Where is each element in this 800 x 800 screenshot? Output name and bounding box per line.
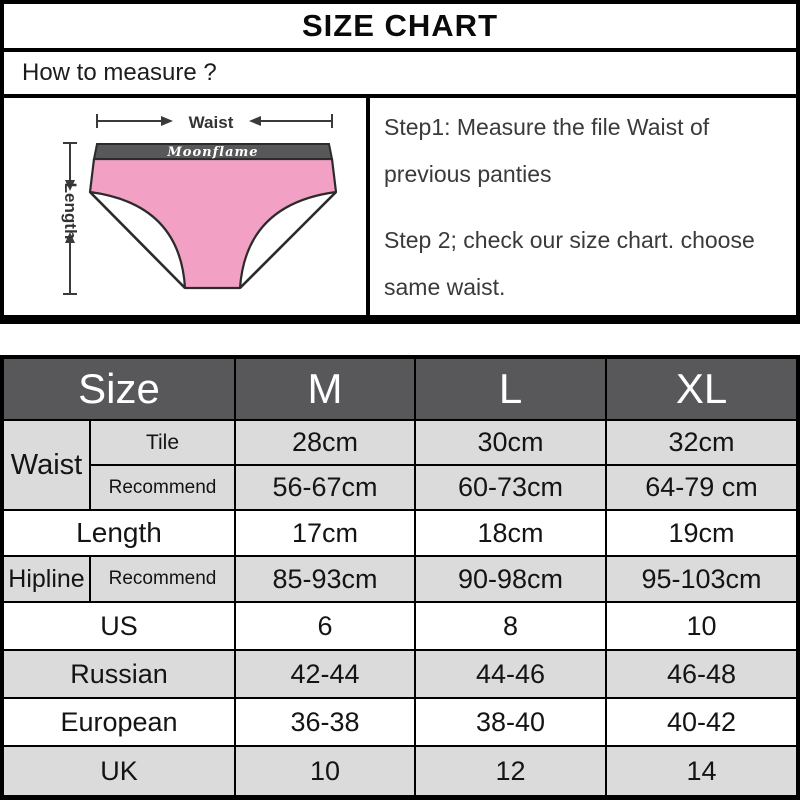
cell-waist-rec-l: 60-73cm bbox=[416, 466, 605, 509]
measurement-diagram-box: Waist Length Moonflame Step1: Measure th… bbox=[0, 94, 800, 324]
cell-hipline-m: 85-93cm bbox=[236, 557, 414, 601]
cell-length-xl: 19cm bbox=[607, 511, 796, 555]
cell-length-l: 18cm bbox=[416, 511, 605, 555]
cell-us-xl: 10 bbox=[607, 603, 796, 649]
length-dimension-label: Length bbox=[61, 183, 80, 240]
panty-body-shape bbox=[88, 157, 338, 290]
waist-arrowhead-right bbox=[161, 116, 173, 126]
col-header-l: L bbox=[416, 359, 605, 419]
cell-russian-xl: 46-48 bbox=[607, 651, 796, 697]
cell-european-m: 36-38 bbox=[236, 699, 414, 745]
cell-waist-tile-m: 28cm bbox=[236, 421, 414, 464]
size-chart-title-box: SIZE CHART bbox=[0, 0, 800, 52]
brand-logo-text: Moonflame bbox=[166, 145, 258, 160]
cell-hipline-xl: 95-103cm bbox=[607, 557, 796, 601]
panty-waistband bbox=[92, 143, 334, 160]
step2-text-line2: same waist. bbox=[384, 274, 506, 300]
cell-uk-xl: 14 bbox=[607, 747, 796, 795]
page-title: SIZE CHART bbox=[302, 8, 498, 43]
panties-measurement-diagram: Waist Length Moonflame bbox=[61, 113, 338, 295]
how-to-measure-box: How to measure ? bbox=[0, 48, 800, 98]
col-header-size: Size bbox=[4, 359, 234, 419]
cell-waist-tile-xl: 32cm bbox=[607, 421, 796, 464]
waist-dimension-label: Waist bbox=[189, 113, 234, 132]
length-dimension-arrows bbox=[63, 142, 77, 295]
length-arrowhead-down bbox=[65, 180, 75, 191]
step2-text-line1: Step 2; check our size chart. choose bbox=[384, 227, 755, 253]
row-label-hipline: Hipline bbox=[4, 557, 89, 601]
waist-dimension-arrows bbox=[96, 114, 333, 128]
how-to-measure-label: How to measure ? bbox=[22, 59, 217, 86]
cell-waist-rec-m: 56-67cm bbox=[236, 466, 414, 509]
cell-uk-l: 12 bbox=[416, 747, 605, 795]
vertical-divider bbox=[366, 98, 370, 315]
row-label-us: US bbox=[4, 603, 234, 649]
col-header-xl: XL bbox=[607, 359, 796, 419]
row-label-waist: Waist bbox=[4, 421, 89, 509]
cell-us-m: 6 bbox=[236, 603, 414, 649]
row-label-european: European bbox=[4, 699, 234, 745]
row-sublabel-hipline-recommend: Recommend bbox=[91, 557, 234, 601]
panty-left-leg-edge bbox=[89, 191, 186, 289]
cell-length-m: 17cm bbox=[236, 511, 414, 555]
row-label-length: Length bbox=[4, 511, 234, 555]
row-sublabel-waist-recommend: Recommend bbox=[91, 466, 234, 509]
cell-russian-m: 42-44 bbox=[236, 651, 414, 697]
row-label-russian: Russian bbox=[4, 651, 234, 697]
size-chart-table: Size M L XL Waist Tile 28cm 30cm 32cm Re… bbox=[0, 355, 800, 800]
panty-right-leg-edge bbox=[239, 191, 337, 289]
cell-european-l: 38-40 bbox=[416, 699, 605, 745]
step1-text-line1: Step1: Measure the file Waist of bbox=[384, 114, 710, 140]
cell-us-l: 8 bbox=[416, 603, 605, 649]
row-label-uk: UK bbox=[4, 747, 234, 795]
cell-european-xl: 40-42 bbox=[607, 699, 796, 745]
cell-waist-tile-l: 30cm bbox=[416, 421, 605, 464]
step1-text-line2: previous panties bbox=[384, 161, 552, 187]
cell-waist-rec-xl: 64-79 cm bbox=[607, 466, 796, 509]
measure-steps: Step1: Measure the file Waist of previou… bbox=[370, 98, 796, 315]
cell-uk-m: 10 bbox=[236, 747, 414, 795]
col-header-m: M bbox=[236, 359, 414, 419]
cell-russian-l: 44-46 bbox=[416, 651, 605, 697]
waist-arrowhead-left bbox=[249, 116, 261, 126]
length-arrowhead-up bbox=[65, 232, 75, 243]
row-sublabel-tile: Tile bbox=[91, 421, 234, 464]
cell-hipline-l: 90-98cm bbox=[416, 557, 605, 601]
